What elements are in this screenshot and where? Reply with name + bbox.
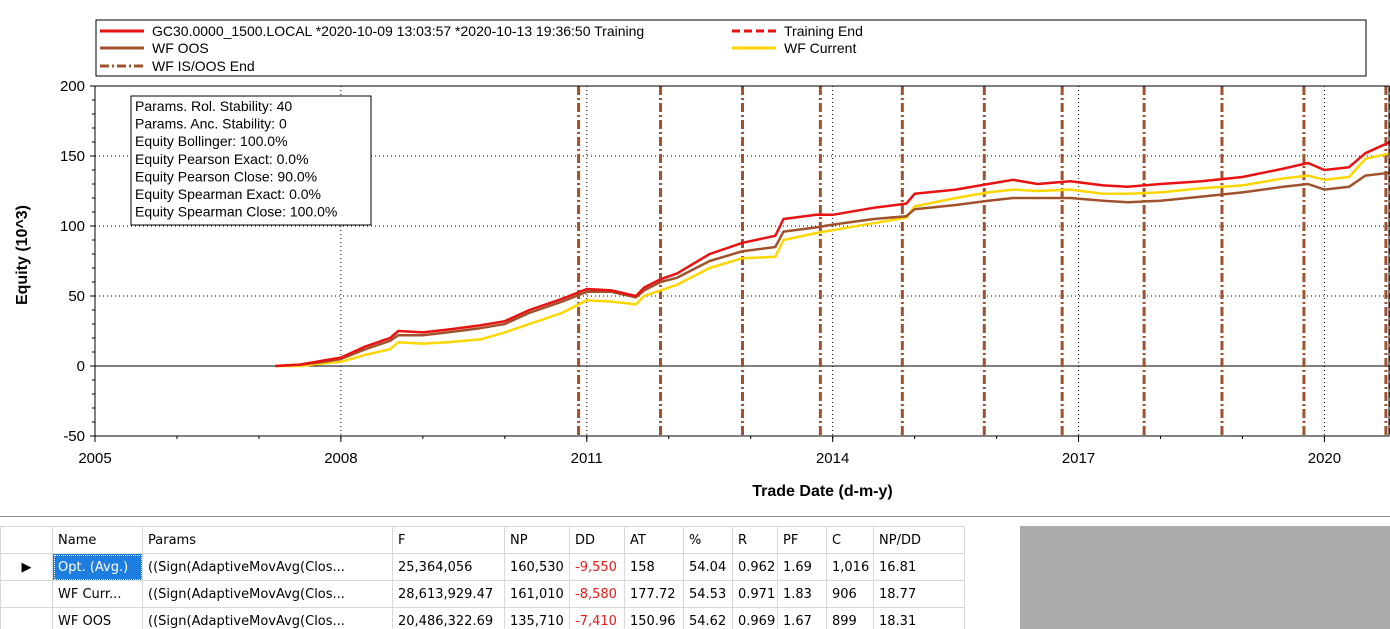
cell-np-dd[interactable]: 18.77 <box>873 580 965 608</box>
x-tick-label: 2020 <box>1308 450 1341 467</box>
legend-label: WF IS/OOS End <box>152 58 255 74</box>
stats-line: Equity Pearson Exact: 0.0% <box>135 151 309 167</box>
cell-pct[interactable]: 54.53 <box>683 580 733 608</box>
legend-box <box>95 19 1367 77</box>
cell-pct[interactable]: 54.04 <box>683 553 733 581</box>
cell-f[interactable]: 20,486,322.69 <box>392 607 505 629</box>
column-header-f[interactable]: F <box>392 526 505 554</box>
cell-r[interactable]: 0.969 <box>732 607 778 629</box>
y-tick-label: -50 <box>63 428 85 445</box>
series-line-wf-current <box>275 151 1390 368</box>
y-tick-label: 150 <box>60 148 85 165</box>
y-tick-label: 0 <box>77 358 85 375</box>
table-row[interactable]: WF OOS ((Sign(AdaptiveMovAvg(Clos... 20,… <box>0 607 965 629</box>
stats-box-frame <box>130 95 372 226</box>
cell-r[interactable]: 0.962 <box>732 553 778 581</box>
cell-name[interactable]: WF OOS <box>52 607 143 629</box>
stats-line: Equity Spearman Exact: 0.0% <box>135 186 321 202</box>
y-tick-label: 200 <box>60 78 85 95</box>
series-line-training <box>275 140 1390 368</box>
column-header-c[interactable]: C <box>826 526 874 554</box>
stats-box: Params. Rol. Stability: 40 Params. Anc. S… <box>130 95 372 226</box>
cell-np[interactable]: 135,710 <box>504 607 570 629</box>
row-header <box>0 607 53 629</box>
column-header-name[interactable]: Name <box>52 526 143 554</box>
column-header-params[interactable]: Params <box>142 526 393 554</box>
x-tick-label: 2011 <box>571 450 603 467</box>
equity-chart-panel: 200 150 100 50 0 -50 2005 2008 2011 2014 2017 2020 T… <box>0 19 1390 517</box>
current-row-marker: ▶ <box>0 553 53 581</box>
cell-params[interactable]: ((Sign(AdaptiveMovAvg(Clos... <box>142 607 393 629</box>
x-tick-label: 2017 <box>1062 450 1095 467</box>
stats-line: Params. Anc. Stability: 0 <box>135 116 287 132</box>
cell-at[interactable]: 158 <box>624 553 684 581</box>
cell-c[interactable]: 1,016 <box>826 553 874 581</box>
equity-chart: 200 150 100 50 0 -50 2005 2008 2011 2014 2017 2020 T… <box>14 19 1390 500</box>
legend-label: Training End <box>784 23 863 39</box>
cell-np-dd[interactable]: 18.31 <box>873 607 965 629</box>
cell-dd[interactable]: -7,410 <box>569 607 625 629</box>
cell-pf[interactable]: 1.69 <box>777 553 827 581</box>
stats-line: Equity Spearman Close: 100.0% <box>135 204 337 220</box>
x-tick-label: 2014 <box>816 450 849 467</box>
grid-empty-area <box>1020 526 1390 629</box>
series-line-wf-oos <box>275 171 1390 368</box>
cell-r[interactable]: 0.971 <box>732 580 778 608</box>
x-tick-label: 2005 <box>78 450 111 467</box>
stats-line: Params. Rol. Stability: 40 <box>135 98 292 114</box>
column-header-r[interactable]: R <box>732 526 778 554</box>
x-axis-title: Trade Date (d-m-y) <box>752 483 892 500</box>
series-layer <box>275 140 1390 368</box>
cell-np[interactable]: 160,530 <box>504 553 570 581</box>
column-header-at[interactable]: AT <box>624 526 684 554</box>
cell-f[interactable]: 25,364,056 <box>392 553 505 581</box>
cell-f[interactable]: 28,613,929.47 <box>392 580 505 608</box>
y-tick-label: 50 <box>68 288 85 305</box>
cell-np[interactable]: 161,010 <box>504 580 570 608</box>
row-header <box>0 580 53 608</box>
x-tick-label: 2008 <box>324 450 357 467</box>
y-tick-label: 100 <box>60 218 85 235</box>
cell-params[interactable]: ((Sign(AdaptiveMovAvg(Clos... <box>142 580 393 608</box>
legend-label: WF Current <box>784 40 856 56</box>
cell-pf[interactable]: 1.83 <box>777 580 827 608</box>
cell-np-dd[interactable]: 16.81 <box>873 553 965 581</box>
cell-c[interactable]: 906 <box>826 580 874 608</box>
legend-label: WF OOS <box>152 40 209 56</box>
table-row[interactable]: WF Curr... ((Sign(AdaptiveMovAvg(Clos...… <box>0 580 965 608</box>
cell-at[interactable]: 177.72 <box>624 580 684 608</box>
column-header-np[interactable]: NP <box>504 526 570 554</box>
axes: 200 150 100 50 0 -50 2005 2008 2011 2014 2017 2020 T… <box>14 78 1390 500</box>
row-header-corner <box>0 526 53 554</box>
cell-pct[interactable]: 54.62 <box>683 607 733 629</box>
cell-name[interactable]: WF Curr... <box>52 580 143 608</box>
legend-label: GC30.0000_1500.LOCAL *2020-10-09 13:03:5… <box>152 23 644 39</box>
column-header-pct[interactable]: % <box>683 526 733 554</box>
column-header-pf[interactable]: PF <box>777 526 827 554</box>
cell-params[interactable]: ((Sign(AdaptiveMovAvg(Clos... <box>142 553 393 581</box>
stats-line: Equity Bollinger: 100.0% <box>135 133 288 149</box>
column-header-np-dd[interactable]: NP/DD <box>873 526 965 554</box>
cell-dd[interactable]: -9,550 <box>569 553 625 581</box>
table-header-row: Name Params F NP DD AT % R PF C NP/DD <box>0 526 965 554</box>
cell-at[interactable]: 150.96 <box>624 607 684 629</box>
cell-pf[interactable]: 1.67 <box>777 607 827 629</box>
plot-frame <box>94 85 1390 437</box>
chart-legend: GC30.0000_1500.LOCAL *2020-10-09 13:03:5… <box>95 19 1367 77</box>
cell-dd[interactable]: -8,580 <box>569 580 625 608</box>
cell-name[interactable]: Opt. (Avg.) <box>52 553 143 581</box>
stats-line: Equity Pearson Close: 90.0% <box>135 168 317 184</box>
y-axis-title: Equity (10^3) <box>14 205 31 305</box>
cell-c[interactable]: 899 <box>826 607 874 629</box>
results-table: Name Params F NP DD AT % R PF C NP/DD ▶ … <box>0 526 965 629</box>
results-grid-panel: Name Params F NP DD AT % R PF C NP/DD ▶ … <box>0 526 1390 629</box>
table-row[interactable]: ▶ Opt. (Avg.) ((Sign(AdaptiveMovAvg(Clos… <box>0 553 965 581</box>
column-header-dd[interactable]: DD <box>569 526 625 554</box>
